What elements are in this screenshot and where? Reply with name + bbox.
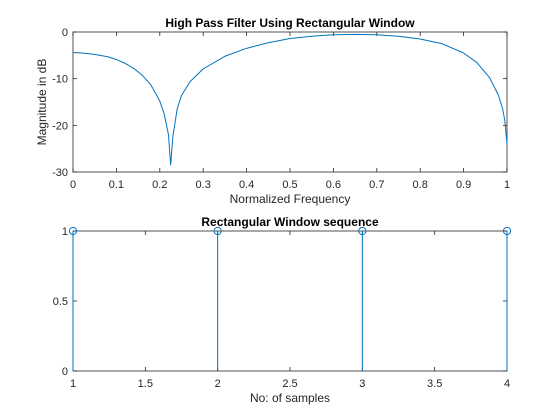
window-sequence-plot: 1 1.5 2 2.5 3 3.5 4 0 0.5 1 Rectangular Window seq… [53,215,512,405]
y-tick-label: -30 [52,167,68,179]
x-tick-label: 3.5 [427,378,442,390]
stem-marker [213,226,222,236]
y-axis-label: Magnitude in dB [35,59,49,146]
x-tick-label: 0.1 [109,179,124,191]
x-tick-label: 1 [504,179,510,191]
filter-magnitude-plot: 0 0.1 0.2 0.3 0.4 0.5 0.6 0.7 0.8 0.9 1 -30 -20 -10 0 H… [35,16,510,206]
x-tick-label: 0.9 [456,179,471,191]
magnitude-response-line [72,33,508,166]
y-tick-label: 0 [62,366,68,378]
stem-marker [68,226,78,236]
x-tick-label: 0.4 [239,179,254,191]
x-tick-label: 4 [504,378,510,390]
x-tick-label: 0.8 [413,179,428,191]
x-tick-label: 2 [215,378,221,390]
x-tick-label: 1 [70,378,76,390]
y-tick-label: 0 [62,27,68,39]
x-tick-label: 1.5 [138,378,153,390]
x-tick-label: 0.5 [282,179,297,191]
x-tick-label: 0.6 [326,179,341,191]
x-tick-label: 0.2 [152,179,167,191]
stem-marker [502,226,512,236]
axes-box [72,230,508,372]
chart-title: High Pass Filter Using Rectangular Windo… [165,16,415,30]
chart-title: Rectangular Window sequence [201,215,379,229]
stem-marker [358,226,367,236]
x-tick-label: 0 [70,179,76,191]
axes-box [72,31,508,173]
y-tick-label: 1 [62,226,68,238]
x-tick-label: 0.3 [196,179,211,191]
x-tick-label: 3 [359,378,365,390]
x-axis-label: Normalized Frequency [230,192,351,206]
x-axis-label: No: of samples [250,391,330,405]
y-tick-label: -10 [52,74,68,86]
x-tick-label: 0.7 [369,179,384,191]
y-tick-label: -20 [52,120,68,132]
x-tick-label: 2.5 [282,378,297,390]
y-tick-label: 0.5 [53,296,68,308]
